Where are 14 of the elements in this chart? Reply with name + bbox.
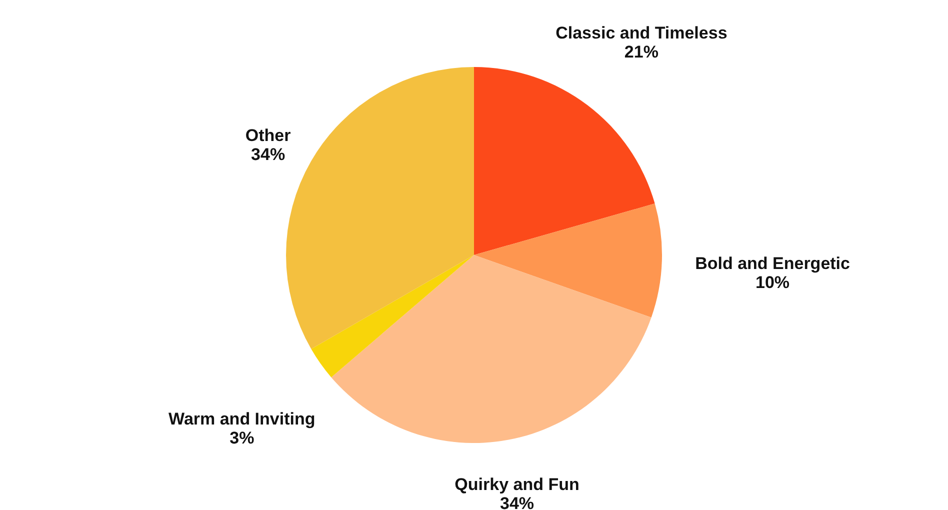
pie-slice	[311, 255, 474, 378]
slice-label: Classic and Timeless	[556, 23, 728, 42]
slice-label: Bold and Energetic	[695, 254, 850, 274]
data-label: 10%	[756, 273, 790, 292]
slice-label: Other	[245, 126, 292, 146]
slice-label: Warm and Inviting	[168, 409, 316, 428]
data-label: 34%	[500, 494, 534, 510]
pie-slice	[331, 255, 652, 443]
data-label: 34%	[251, 145, 286, 164]
data-label: 3%	[230, 428, 254, 448]
data-label: 21%	[624, 42, 658, 62]
pie-slice	[474, 67, 655, 255]
pie-slice	[474, 204, 662, 318]
slice-label: Quirky and Fun	[454, 475, 580, 494]
